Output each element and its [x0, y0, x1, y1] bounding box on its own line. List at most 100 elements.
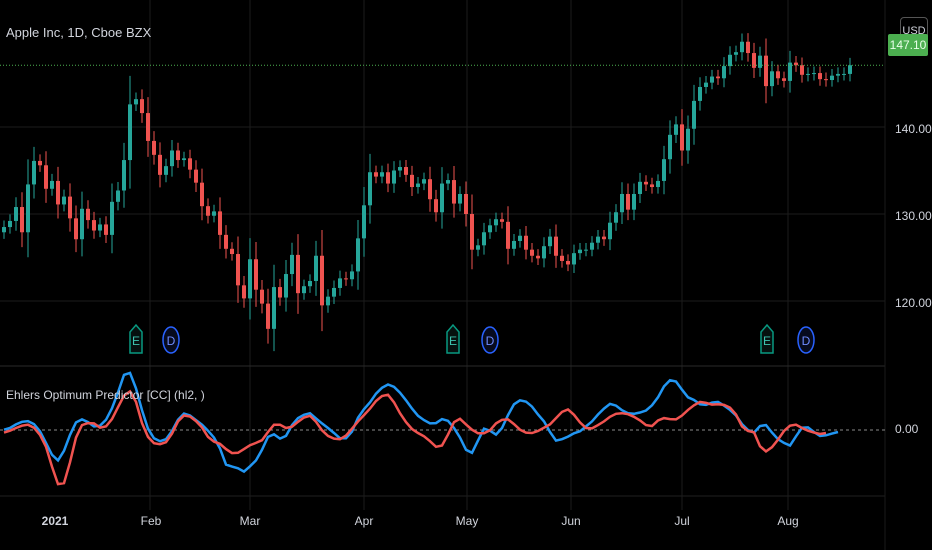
candle-body — [566, 260, 570, 265]
marker-label: D — [486, 334, 495, 348]
candle-body — [146, 113, 150, 141]
candle-body — [464, 193, 468, 214]
candle-body — [788, 62, 792, 81]
candle-body — [482, 232, 486, 246]
candle-body — [590, 242, 594, 250]
candle-body — [278, 287, 282, 298]
candle-body — [308, 280, 312, 287]
candle-body — [722, 66, 726, 79]
candle-body — [524, 235, 528, 250]
candle-body — [620, 193, 624, 213]
candle-body — [218, 211, 222, 235]
candle-body — [428, 179, 432, 200]
candle-body — [44, 165, 48, 189]
candle-body — [356, 238, 360, 272]
candle-body — [764, 55, 768, 87]
marker-label: D — [167, 334, 176, 348]
candle-body — [248, 259, 252, 299]
candle-body — [398, 167, 402, 171]
x-tick-label: Apr — [354, 514, 374, 528]
x-tick-label: May — [455, 514, 479, 528]
candle-body — [758, 55, 762, 68]
candle-body — [476, 245, 480, 250]
candle-body — [80, 208, 84, 240]
candle-body — [602, 236, 606, 240]
candle-body — [752, 53, 756, 68]
candle-body — [50, 180, 54, 189]
candle-body — [374, 172, 378, 177]
candle-body — [734, 52, 738, 55]
candle-body — [614, 212, 618, 223]
candle-body — [530, 249, 534, 256]
candle-body — [638, 181, 642, 194]
candle-body — [584, 249, 588, 251]
candle-body — [818, 73, 822, 80]
earnings-marker — [129, 323, 143, 354]
candle-body — [296, 254, 300, 294]
candle-body — [368, 172, 372, 206]
candle-body — [332, 287, 336, 297]
candle-body — [422, 179, 426, 184]
candle-body — [224, 234, 228, 249]
candle-body — [674, 124, 678, 135]
candle-body — [170, 150, 174, 167]
candle-body — [608, 222, 612, 240]
y-tick-label: 120.00 — [895, 296, 932, 310]
marker-label: D — [802, 334, 811, 348]
candle-body — [38, 160, 42, 166]
candle-body — [812, 73, 816, 75]
candle-body — [800, 65, 804, 75]
candle-body — [338, 278, 342, 288]
candle-body — [362, 205, 366, 239]
candle-body — [554, 236, 558, 256]
candle-body — [542, 246, 546, 259]
candle-body — [536, 255, 540, 259]
candle-body — [158, 154, 162, 175]
marker-label: E — [449, 334, 457, 348]
candle-body — [782, 78, 786, 81]
candle-body — [194, 169, 198, 183]
candle-body — [746, 41, 750, 54]
candle-body — [14, 207, 18, 221]
candle-body — [710, 76, 714, 83]
candle-body — [230, 248, 234, 255]
candle-body — [518, 235, 522, 241]
candle-body — [452, 180, 456, 204]
candle-body — [488, 225, 492, 233]
candle-body — [506, 221, 510, 249]
candle-body — [188, 158, 192, 170]
x-tick-label: Feb — [140, 514, 162, 528]
candle-body — [572, 253, 576, 265]
candle-body — [728, 54, 732, 67]
trigger-line — [3, 389, 827, 486]
candle-body — [344, 278, 348, 280]
candle-body — [212, 211, 216, 216]
chart-title: Apple Inc, 1D, Cboe BZX — [6, 25, 152, 40]
candle-body — [176, 150, 180, 161]
candle-body — [326, 296, 330, 306]
candle-body — [392, 170, 396, 184]
price-candles — [2, 33, 852, 352]
zero-label: 0.00 — [895, 422, 919, 436]
candle-body — [644, 181, 648, 185]
candle-body — [446, 180, 450, 184]
x-tick-label: Aug — [777, 514, 799, 528]
candle-body — [842, 73, 846, 75]
candle-body — [770, 71, 774, 87]
candle-body — [740, 41, 744, 53]
candle-body — [494, 219, 498, 226]
candle-body — [662, 159, 666, 181]
candle-body — [698, 86, 702, 101]
marker-label: E — [132, 334, 140, 348]
candle-body — [704, 82, 708, 87]
candle-body — [560, 255, 564, 261]
last-price-tag: 147.10 — [888, 34, 928, 56]
candle-body — [350, 271, 354, 280]
candle-body — [32, 160, 36, 185]
candle-body — [122, 160, 126, 191]
candle-body — [68, 196, 72, 219]
indicator-title: Ehlers Optimum Predictor [CC] (hl2, ) — [6, 388, 205, 402]
candle-body — [470, 214, 474, 250]
